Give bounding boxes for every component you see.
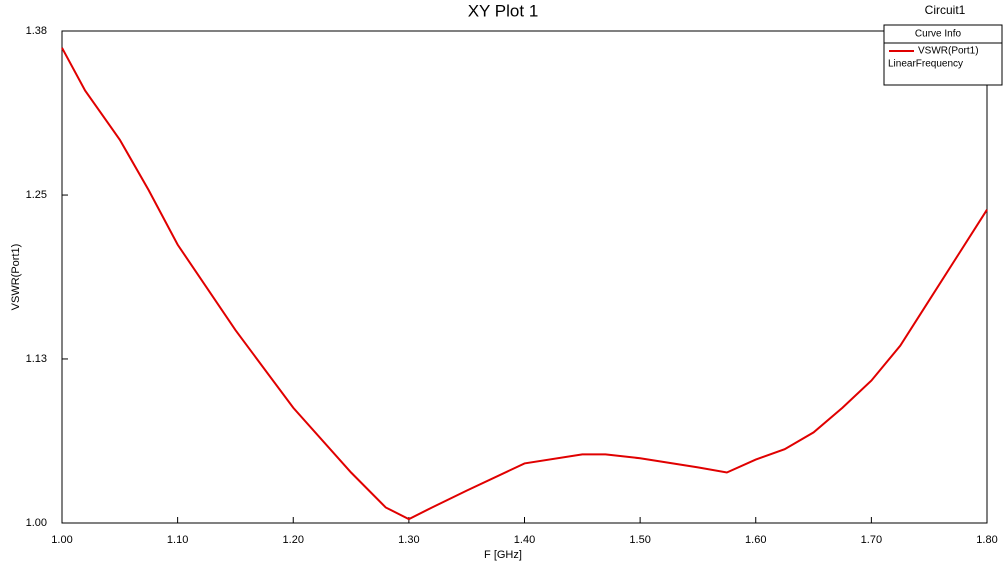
chart-title: XY Plot 1 [468, 1, 539, 20]
y-tick-label: 1.25 [26, 189, 47, 201]
y-tick-label: 1.00 [26, 517, 47, 529]
x-tick-label: 1.00 [51, 534, 72, 546]
legend-title: Curve Info [915, 29, 962, 40]
x-tick-label: 1.50 [629, 534, 650, 546]
x-tick-label: 1.70 [861, 534, 882, 546]
project-label: Circuit1 [925, 3, 966, 17]
legend-subtitle: LinearFrequency [888, 59, 963, 70]
x-tick-label: 1.10 [167, 534, 188, 546]
y-axis-label: VSWR(Port1) [10, 244, 22, 311]
x-tick-label: 1.30 [398, 534, 419, 546]
plot-frame [61, 30, 988, 524]
x-tick-label: 1.40 [514, 534, 535, 546]
x-axis-label: F [GHz] [484, 549, 522, 561]
x-tick-label: 1.20 [283, 534, 304, 546]
legend-entry: VSWR(Port1) [918, 46, 979, 57]
y-tick-label: 1.13 [26, 353, 47, 365]
legend-box [883, 24, 1003, 86]
x-tick-label: 1.80 [976, 534, 997, 546]
x-tick-label: 1.60 [745, 534, 766, 546]
y-tick-label: 1.38 [26, 25, 47, 37]
data-line [61, 47, 988, 521]
